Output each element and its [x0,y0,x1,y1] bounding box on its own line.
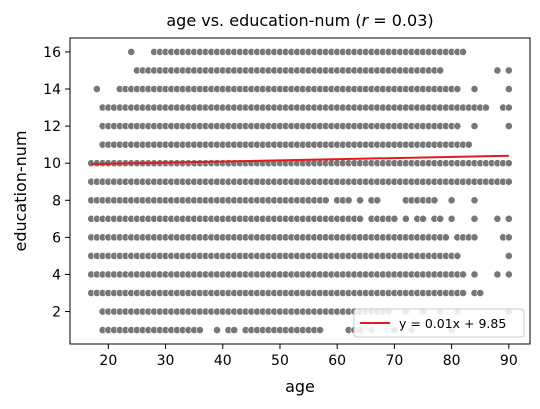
y-tick-label: 6 [52,230,61,246]
scatter-point [470,214,479,223]
y-tick-label: 4 [52,267,61,283]
scatter-point [356,214,364,223]
scatter-point [504,252,513,260]
chart-title-rest: = 0.03) [368,11,433,30]
x-tick-label: 90 [500,353,518,369]
scatter-point [493,66,502,75]
legend-box [353,308,525,338]
scatter-point [504,122,513,130]
scatter-point [459,48,467,56]
x-tick-label: 20 [99,353,117,369]
scatter-point [453,252,462,260]
scatter-point [470,85,479,93]
scatter-point [470,233,479,242]
plot-area-frame [69,37,531,345]
y-tick-label: 10 [43,156,61,172]
scatter-point [436,214,445,223]
scatter-point [470,196,479,205]
scatter-point [195,326,204,334]
chart-title-main: age vs. education-num ( [166,11,361,30]
scatter-point [390,214,399,223]
scatter-point [230,326,239,334]
scatter-point [213,326,221,334]
scatter-point [504,103,513,112]
scatter-point [504,85,513,93]
y-axis-ticks: 2 4 6 8 10 12 14 16 [43,45,70,321]
scatter-point [127,48,136,56]
scatter-point [373,196,382,205]
scatter-point [504,233,513,242]
scatter-point [470,122,479,130]
scatter-point [459,270,467,279]
points-layer [87,48,513,334]
scatter-point [493,270,502,279]
chart-title: age vs. education-num (r = 0.03) [166,11,433,30]
scatter-point [436,66,445,75]
scatter-point [356,196,364,205]
chart-title-r: r [362,11,370,30]
scatter-point [493,214,502,223]
scatter-point [504,159,513,168]
scatter-point [401,214,410,223]
scatter-point [344,196,353,205]
x-tick-label: 50 [271,353,289,369]
scatter-point [504,214,513,223]
scatter-point [470,270,479,279]
y-tick-label: 14 [43,82,61,98]
y-tick-label: 2 [52,305,61,321]
scatter-point [504,66,513,75]
scatter-point [459,289,467,297]
scatter-point [453,85,462,93]
regression-line [91,154,509,166]
y-tick-label: 16 [43,45,61,61]
scatter-point [482,103,490,112]
scatter-point [476,289,485,297]
x-axis-title: age [285,377,315,396]
scatter-point [321,196,330,205]
scatter-point [447,214,456,223]
x-tick-label: 30 [157,353,175,369]
scatter-point [504,270,513,279]
y-tick-label: 8 [52,193,61,209]
x-tick-label: 40 [214,353,232,369]
x-tick-label: 80 [443,353,461,369]
x-tick-label: 70 [385,353,403,369]
legend-label: y = 0.01x + 9.85 [399,316,506,331]
y-tick-label: 12 [43,119,61,135]
scatter-point [430,196,439,205]
scatter-point [447,196,456,205]
x-tick-label: 60 [328,353,346,369]
fit-line-layer [91,154,509,166]
y-axis-title: education-num [11,130,30,251]
scatter-point [453,122,462,130]
scatter-point [464,140,473,149]
scatter-point [316,326,324,334]
scatter-point [92,85,101,93]
scatter-point [441,233,450,242]
scatter-point [504,177,513,186]
legend: y = 0.01x + 9.85 [353,308,525,338]
x-axis-ticks: 20 30 40 50 60 70 80 90 [99,344,518,369]
scatter-point [419,214,427,223]
